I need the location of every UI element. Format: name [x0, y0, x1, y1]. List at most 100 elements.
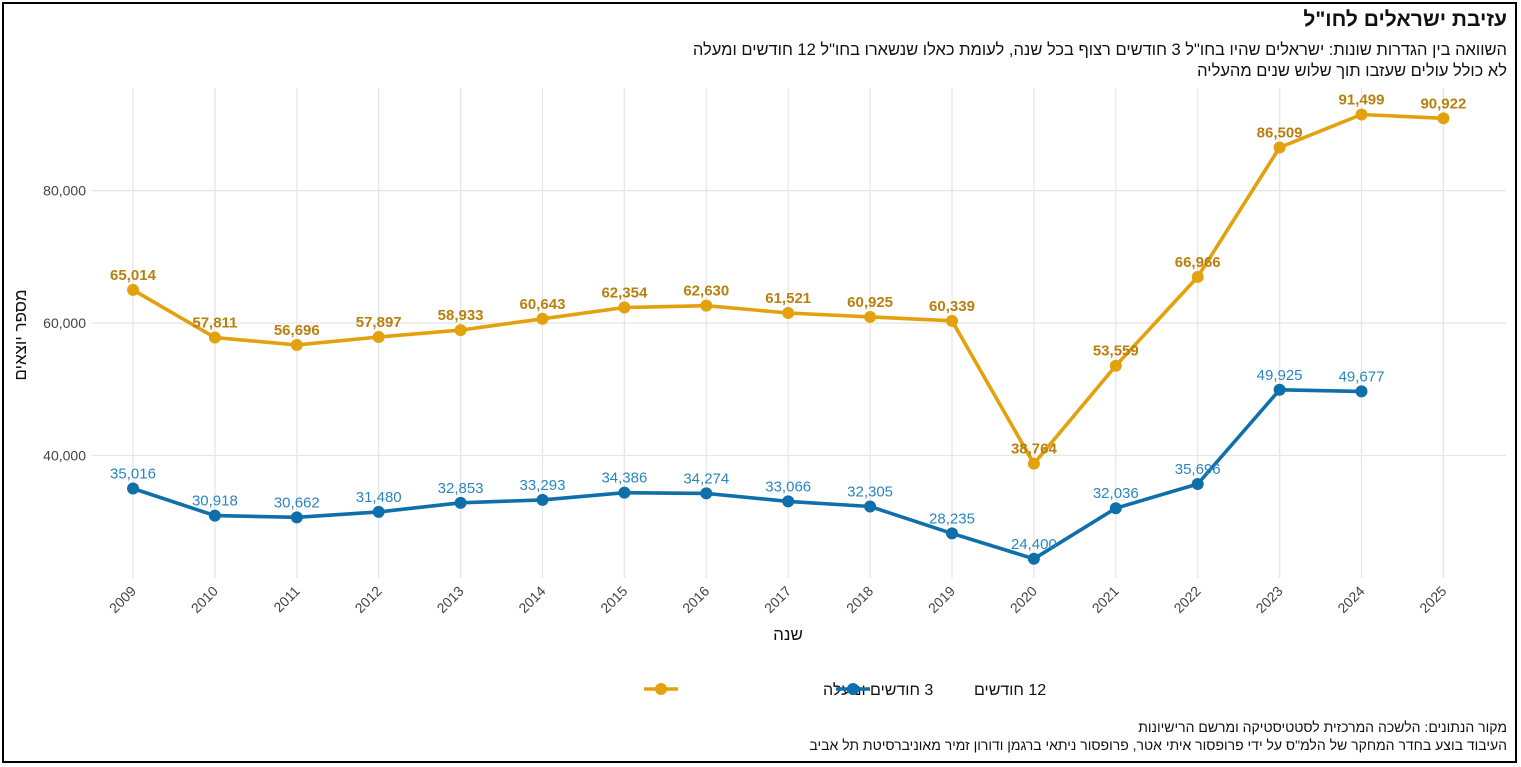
data-label: 66,966 — [1175, 254, 1221, 271]
data-point — [372, 505, 385, 518]
data-point — [454, 496, 467, 509]
data-label: 90,922 — [1420, 95, 1466, 112]
x-tick-label: 2016 — [679, 583, 712, 616]
source-line-1: מקור הנתונים: הלשכה המרכזית לסטטיסטיקה ו… — [1138, 719, 1507, 735]
chart-title: עזיבת ישראלים לחו"ל — [1303, 8, 1507, 31]
data-label: 32,036 — [1093, 485, 1139, 502]
data-point — [946, 314, 958, 327]
x-tick-label: 2023 — [1252, 583, 1285, 616]
x-tick-label: 2019 — [925, 583, 958, 616]
data-point — [454, 324, 467, 337]
data-point — [864, 500, 877, 513]
data-point — [782, 306, 795, 319]
legend-swatch-point — [847, 683, 859, 695]
data-point — [372, 330, 385, 343]
data-label: 49,925 — [1257, 367, 1303, 384]
data-point — [127, 482, 139, 495]
data-point — [700, 487, 713, 500]
x-tick-label: 2024 — [1334, 583, 1367, 616]
legend-swatch-point — [655, 683, 667, 695]
data-label: 53,559 — [1093, 343, 1139, 360]
source-note: מקור הנתונים: הלשכה המרכזית לסטטיסטיקה ו… — [809, 718, 1507, 754]
data-point — [536, 312, 549, 325]
data-point — [208, 509, 221, 522]
data-label: 28,235 — [929, 510, 975, 527]
data-point — [700, 299, 713, 312]
data-label: 30,662 — [274, 494, 320, 511]
data-point — [782, 495, 795, 508]
x-axis-title: שנה — [773, 625, 803, 644]
x-axis-ticks: 2009 2010 2011 2012 2013 2014 2015 2016 2017 2018… — [106, 583, 1450, 616]
x-tick-label: 2012 — [351, 583, 384, 616]
data-point — [1355, 108, 1368, 121]
series-12-months: 35,016 30,918 30,662 31,480 32,853 33,293 34,3… — [110, 367, 1384, 565]
data-label: 34,274 — [683, 470, 729, 487]
data-label: 38,764 — [1011, 441, 1058, 458]
legend-label: 12 חודשים — [974, 682, 1046, 699]
data-label: 62,630 — [683, 283, 729, 300]
series-group: 65,014 57,811 56,696 57,897 58,933 60,643 62,3… — [110, 91, 1466, 565]
source-line-2: העיבוד בוצע בחדר המחקר של הלמ"ס על ידי פ… — [809, 737, 1507, 753]
x-tick-label: 2020 — [1007, 583, 1040, 616]
data-label: 34,386 — [601, 470, 647, 487]
data-point — [946, 527, 958, 540]
data-point — [127, 283, 139, 296]
data-label: 61,521 — [765, 290, 811, 307]
x-tick-label: 2021 — [1089, 583, 1122, 616]
chart-subtitle: השוואה בין הגדרות שונות: ישראלים שהיו בח… — [693, 40, 1507, 82]
data-point — [536, 493, 549, 506]
data-label: 60,925 — [847, 294, 893, 311]
x-tick-label: 2010 — [188, 583, 221, 616]
data-point — [1273, 383, 1286, 396]
series-3-months: 65,014 57,811 56,696 57,897 58,933 60,643 62,3… — [110, 91, 1466, 470]
data-label: 56,696 — [274, 322, 320, 339]
y-tick-label: 40,000 — [43, 448, 86, 464]
data-point — [1191, 270, 1204, 283]
y-tick-label: 60,000 — [43, 315, 86, 331]
data-label: 32,305 — [847, 483, 893, 500]
data-label: 35,016 — [110, 466, 156, 483]
data-point — [1355, 385, 1368, 398]
x-tick-label: 2025 — [1416, 583, 1449, 616]
data-label: 32,853 — [438, 480, 484, 497]
data-point — [1027, 457, 1040, 470]
x-tick-label: 2017 — [761, 583, 794, 616]
x-tick-label: 2018 — [843, 583, 876, 616]
data-label: 49,677 — [1339, 368, 1385, 385]
data-label: 60,339 — [929, 298, 975, 315]
data-point — [290, 511, 303, 524]
subtitle-line-1: השוואה בין הגדרות שונות: ישראלים שהיו בח… — [692, 41, 1507, 59]
x-tick-label: 2009 — [106, 583, 139, 616]
y-axis-title: מספר יוצאים — [11, 289, 30, 380]
data-label: 91,499 — [1339, 91, 1385, 108]
data-label: 58,933 — [438, 307, 484, 324]
data-label: 57,811 — [192, 315, 237, 332]
y-tick-label: 80,000 — [43, 183, 86, 199]
data-label: 65,014 — [110, 267, 157, 284]
x-tick-label: 2013 — [433, 583, 466, 616]
subtitle-line-2: לא כולל עולים שעזבו תוך שלוש שנים מהעליה — [1197, 62, 1507, 80]
data-point — [618, 486, 631, 499]
legend-item-3-months: 3 חודשים ומעלה — [644, 681, 933, 699]
data-point — [618, 301, 631, 314]
x-tick-label: 2022 — [1170, 583, 1203, 616]
series-line — [132, 388, 1362, 561]
data-point — [1109, 359, 1122, 372]
data-label: 35,696 — [1175, 461, 1221, 478]
data-label: 30,918 — [192, 493, 238, 510]
x-tick-label: 2014 — [515, 583, 548, 616]
grid-lines — [92, 88, 1506, 578]
legend: 3 חודשים ומעלה 12 חודשים — [644, 681, 1046, 699]
legend-item-12-months: 12 חודשים — [836, 682, 1046, 699]
data-point — [1191, 477, 1204, 490]
data-point — [1109, 502, 1122, 515]
data-label: 24,400 — [1011, 536, 1057, 553]
data-point — [864, 310, 877, 323]
y-axis-ticks: 40,000 60,000 80,000 — [43, 183, 86, 464]
x-tick-label: 2015 — [597, 583, 630, 616]
data-point — [1027, 552, 1040, 565]
data-point — [1437, 112, 1450, 125]
data-point — [1273, 141, 1286, 154]
data-point — [208, 331, 221, 344]
